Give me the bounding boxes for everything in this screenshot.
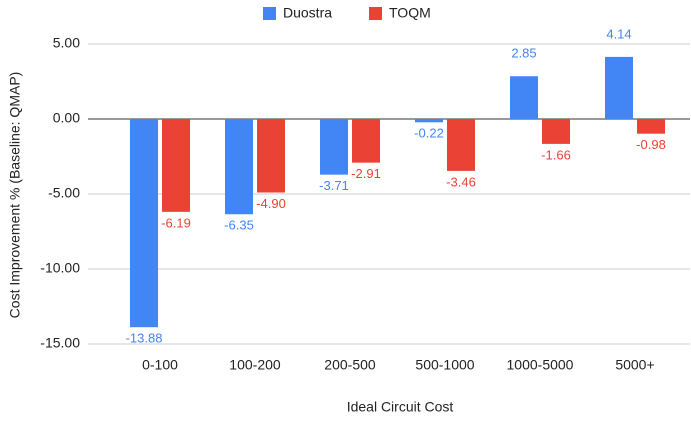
x-tick-label: 500-1000 — [415, 357, 474, 373]
y-axis-label: Cost Improvement % (Baseline: QMAP) — [7, 72, 23, 319]
bar — [542, 119, 570, 144]
value-label: -0.98 — [636, 137, 666, 152]
value-label: 4.14 — [606, 26, 631, 41]
bar — [510, 76, 538, 119]
value-label: -13.88 — [126, 331, 163, 346]
legend-swatch — [263, 7, 276, 20]
x-tick-label: 200-500 — [324, 357, 376, 373]
legend-swatch — [369, 7, 382, 20]
value-label: -2.91 — [351, 166, 381, 181]
bar — [257, 119, 285, 193]
legend-label: TOQM — [389, 5, 431, 21]
bar — [447, 119, 475, 171]
bar — [225, 119, 253, 215]
x-axis-label: Ideal Circuit Cost — [347, 399, 454, 415]
value-label: -4.90 — [256, 196, 286, 211]
y-tick-label: -10.00 — [40, 260, 80, 276]
y-tick-label: 5.00 — [53, 35, 80, 51]
legend-label: Duostra — [283, 5, 332, 21]
bar — [320, 119, 348, 175]
value-label: -3.46 — [446, 174, 476, 189]
x-tick-label: 1000-5000 — [507, 357, 574, 373]
x-tick-label: 100-200 — [229, 357, 281, 373]
y-tick-label: 0.00 — [53, 110, 80, 126]
value-label: -6.19 — [161, 215, 191, 230]
bar — [130, 119, 158, 328]
value-label: -3.71 — [319, 178, 349, 193]
value-label: -6.35 — [224, 218, 254, 233]
bar — [605, 56, 633, 119]
x-tick-label: 0-100 — [142, 357, 178, 373]
y-tick-label: -5.00 — [48, 185, 80, 201]
bar — [637, 119, 665, 134]
value-label: 2.85 — [511, 46, 536, 61]
bar — [352, 119, 380, 163]
value-label: -1.66 — [541, 147, 571, 162]
bar — [415, 119, 443, 123]
x-tick-label: 5000+ — [615, 357, 654, 373]
y-tick-label: -15.00 — [40, 335, 80, 351]
value-label: -0.22 — [414, 126, 444, 141]
bar — [162, 119, 190, 212]
